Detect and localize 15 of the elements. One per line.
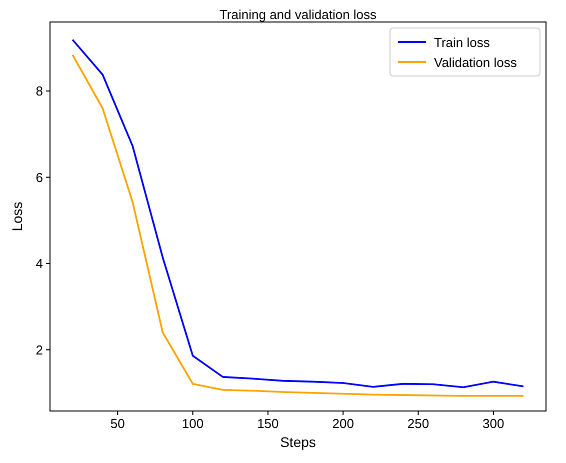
legend-label: Train loss — [434, 35, 490, 50]
y-tick-label: 2 — [36, 342, 43, 358]
x-tick-label: 250 — [407, 416, 430, 431]
y-tick-label: 4 — [36, 256, 43, 272]
y-tick-label: 8 — [36, 84, 43, 98]
y-axis-title: Loss — [9, 202, 25, 232]
x-axis-title: Steps — [280, 434, 316, 450]
chart-title: Training and validation loss — [219, 7, 378, 22]
x-tick-label: 150 — [257, 416, 279, 431]
x-tick-label: 50 — [110, 416, 125, 431]
x-tick-label: 200 — [332, 416, 354, 431]
legend-label: Validation loss — [434, 55, 518, 70]
y-tick-label: 6 — [36, 170, 43, 185]
x-tick-label: 100 — [182, 416, 204, 431]
x-tick-label: 300 — [482, 416, 504, 431]
